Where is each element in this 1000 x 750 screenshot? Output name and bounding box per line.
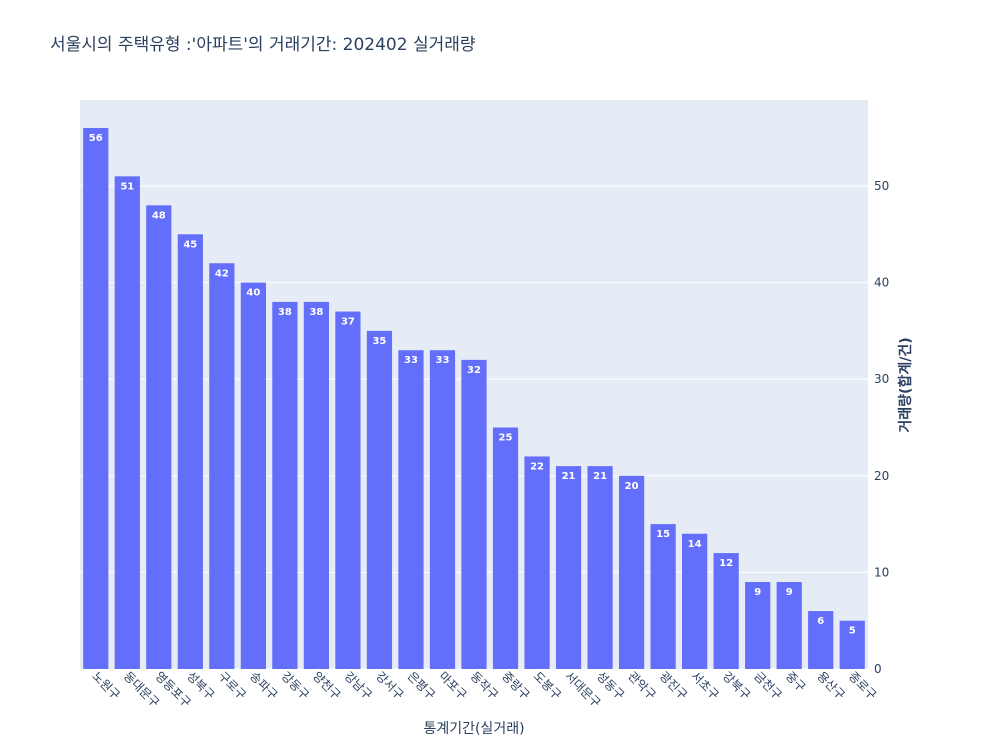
bar-value-label: 42: [215, 268, 229, 279]
bar: [114, 176, 140, 669]
x-tick-label: 강서구: [373, 669, 406, 702]
x-tick-label: 용산구: [814, 669, 847, 702]
bar-value-label: 15: [656, 529, 670, 540]
y-axis-title: 거래량(합계/건): [897, 337, 914, 432]
x-tick-label: 강동구: [279, 669, 312, 702]
bar: [335, 311, 361, 669]
bar-value-label: 32: [467, 365, 481, 376]
x-tick-label: 서초구: [688, 669, 721, 702]
x-tick-label: 중구: [783, 669, 809, 695]
x-tick-label: 강남구: [342, 669, 375, 702]
bar-value-label: 9: [786, 587, 793, 598]
x-tick-label: 중랑구: [499, 669, 532, 702]
x-tick-label: 도봉구: [531, 669, 564, 702]
x-tick-label: 동작구: [468, 669, 501, 702]
bar: [272, 301, 298, 669]
x-tick-label: 강북구: [720, 669, 753, 702]
bar-value-label: 37: [341, 317, 355, 328]
y-tick-label: 10: [874, 565, 889, 579]
bar-value-label: 45: [183, 239, 197, 250]
y-tick-label: 20: [874, 469, 889, 483]
bar: [839, 620, 865, 669]
bar: [776, 582, 802, 669]
bar: [83, 128, 109, 670]
bar: [303, 301, 330, 669]
bar-value-label: 56: [89, 133, 103, 144]
bar: [524, 456, 550, 669]
bar: [650, 524, 676, 669]
bar: [492, 427, 519, 669]
bar-value-label: 25: [499, 432, 513, 443]
x-tick-label: 관악구: [625, 669, 658, 702]
bar-value-label: 21: [562, 471, 576, 482]
bar-value-label: 38: [278, 307, 292, 318]
bar-value-label: 33: [436, 355, 450, 366]
x-tick-label: 마포구: [436, 669, 469, 702]
bar-value-label: 6: [817, 616, 824, 627]
bar-value-label: 12: [719, 558, 733, 569]
bar-value-label: 22: [530, 461, 544, 472]
bar: [209, 263, 235, 669]
bar-value-label: 51: [120, 181, 134, 192]
y-tick-label: 30: [874, 372, 889, 386]
x-tick-label: 광진구: [657, 669, 690, 702]
x-tick-label: 양천구: [310, 668, 344, 702]
bar: [398, 350, 424, 669]
bar-value-label: 48: [152, 210, 166, 221]
y-tick-label: 0: [874, 662, 882, 676]
bar-value-label: 33: [404, 355, 418, 366]
y-tick-label: 40: [874, 276, 889, 290]
bar-value-label: 14: [688, 539, 702, 550]
bar: [146, 205, 172, 669]
bar: [745, 582, 771, 669]
bar: [240, 282, 266, 669]
bar: [461, 359, 487, 669]
x-tick-label: 은평구: [405, 669, 438, 702]
bar: [366, 330, 393, 669]
bar: [713, 553, 739, 669]
x-axis-title: 통계기간(실거래): [423, 721, 524, 737]
bar: [808, 611, 834, 669]
x-tick-label: 구로구: [215, 669, 248, 702]
bar: [682, 533, 708, 669]
bar: [618, 475, 645, 669]
bar-value-label: 38: [309, 307, 323, 318]
x-tick-label: 노원구: [89, 669, 122, 702]
bar-value-label: 20: [625, 481, 639, 492]
y-tick-label: 50: [874, 179, 889, 193]
x-tick-label: 금천구: [751, 668, 785, 702]
bar-value-label: 5: [849, 626, 856, 637]
x-tick-label: 송파구: [247, 669, 280, 702]
chart-title: 서울시의 주택유형 :'아파트'의 거래기간: 202402 실거래량: [50, 35, 476, 55]
bar: [429, 350, 456, 669]
bar: [587, 466, 613, 669]
bar-value-label: 35: [372, 336, 386, 347]
bar: [555, 466, 582, 669]
bar: [177, 234, 203, 669]
bar-value-label: 40: [246, 288, 260, 299]
bar-value-label: 9: [754, 587, 761, 598]
bar-value-label: 21: [593, 471, 607, 482]
